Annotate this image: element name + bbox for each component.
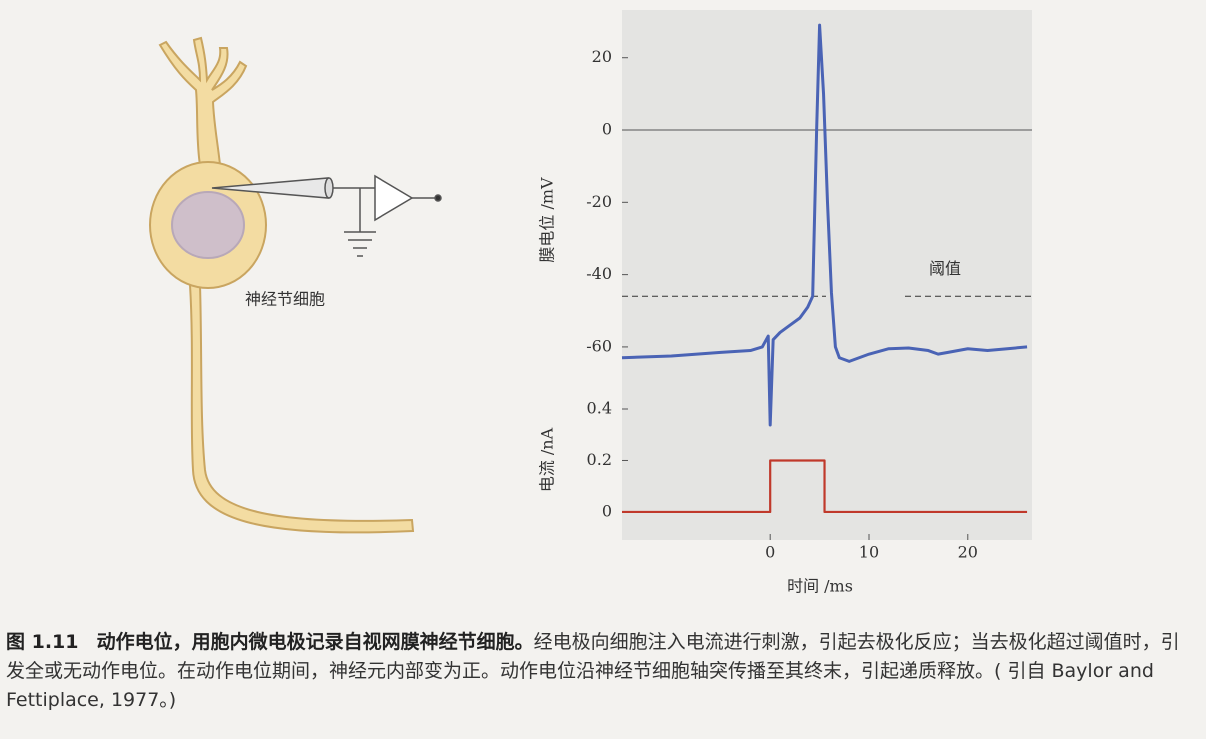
y-tick-label: -20 bbox=[586, 192, 612, 211]
data-line bbox=[622, 459, 1028, 514]
caption: 图 1.11 动作电位，用胞内微电极记录自视网膜神经节细胞。经电极向细胞注入电流… bbox=[6, 628, 1198, 715]
y-tick-label: 0.4 bbox=[587, 399, 612, 418]
dendrites bbox=[158, 36, 248, 166]
y-tick-label: 0 bbox=[602, 501, 612, 520]
y-tick-label: 0.2 bbox=[587, 450, 612, 469]
electrode-end bbox=[324, 177, 334, 199]
x-tick-label: 10 bbox=[859, 543, 879, 562]
output-node bbox=[434, 194, 442, 202]
caption-text: 经电极向细胞注入电流进行刺激，引起去极化反应；当去极化超过阈值时，引发全或无动作… bbox=[6, 631, 1180, 711]
nucleus bbox=[171, 191, 245, 259]
amplifier bbox=[374, 174, 414, 222]
wiring bbox=[333, 187, 376, 257]
y-tick-label: -60 bbox=[586, 336, 612, 355]
y-axis-label: 电流 /nA bbox=[538, 427, 557, 492]
neuron-drawing bbox=[149, 36, 415, 534]
cell-label: 神经节细胞 bbox=[245, 290, 325, 309]
threshold-label: 阈值 bbox=[929, 259, 961, 278]
figure: 神经节细胞 20 0 -20 -40 -60 膜电位 /mV 阈值 0.4 0.2 0 电流 /nA… bbox=[149, 10, 1032, 596]
plot-panel bbox=[622, 10, 1032, 540]
y-tick-label: 20 bbox=[592, 47, 612, 66]
y-axis-label: 膜电位 /mV bbox=[538, 177, 557, 263]
recording-setup bbox=[211, 174, 442, 257]
y-tick-label: -40 bbox=[586, 264, 612, 283]
x-axis-label: 时间 /ms bbox=[787, 577, 853, 596]
caption-title: 动作电位，用胞内微电极记录自视网膜神经节细胞。 bbox=[96, 631, 534, 653]
data-line bbox=[621, 23, 1028, 427]
y-tick-label: 0 bbox=[602, 120, 612, 139]
x-tick-label: 20 bbox=[958, 543, 978, 562]
caption-label: 图 1.11 bbox=[6, 631, 79, 653]
axon bbox=[188, 284, 415, 534]
x-tick-label: 0 bbox=[765, 543, 775, 562]
